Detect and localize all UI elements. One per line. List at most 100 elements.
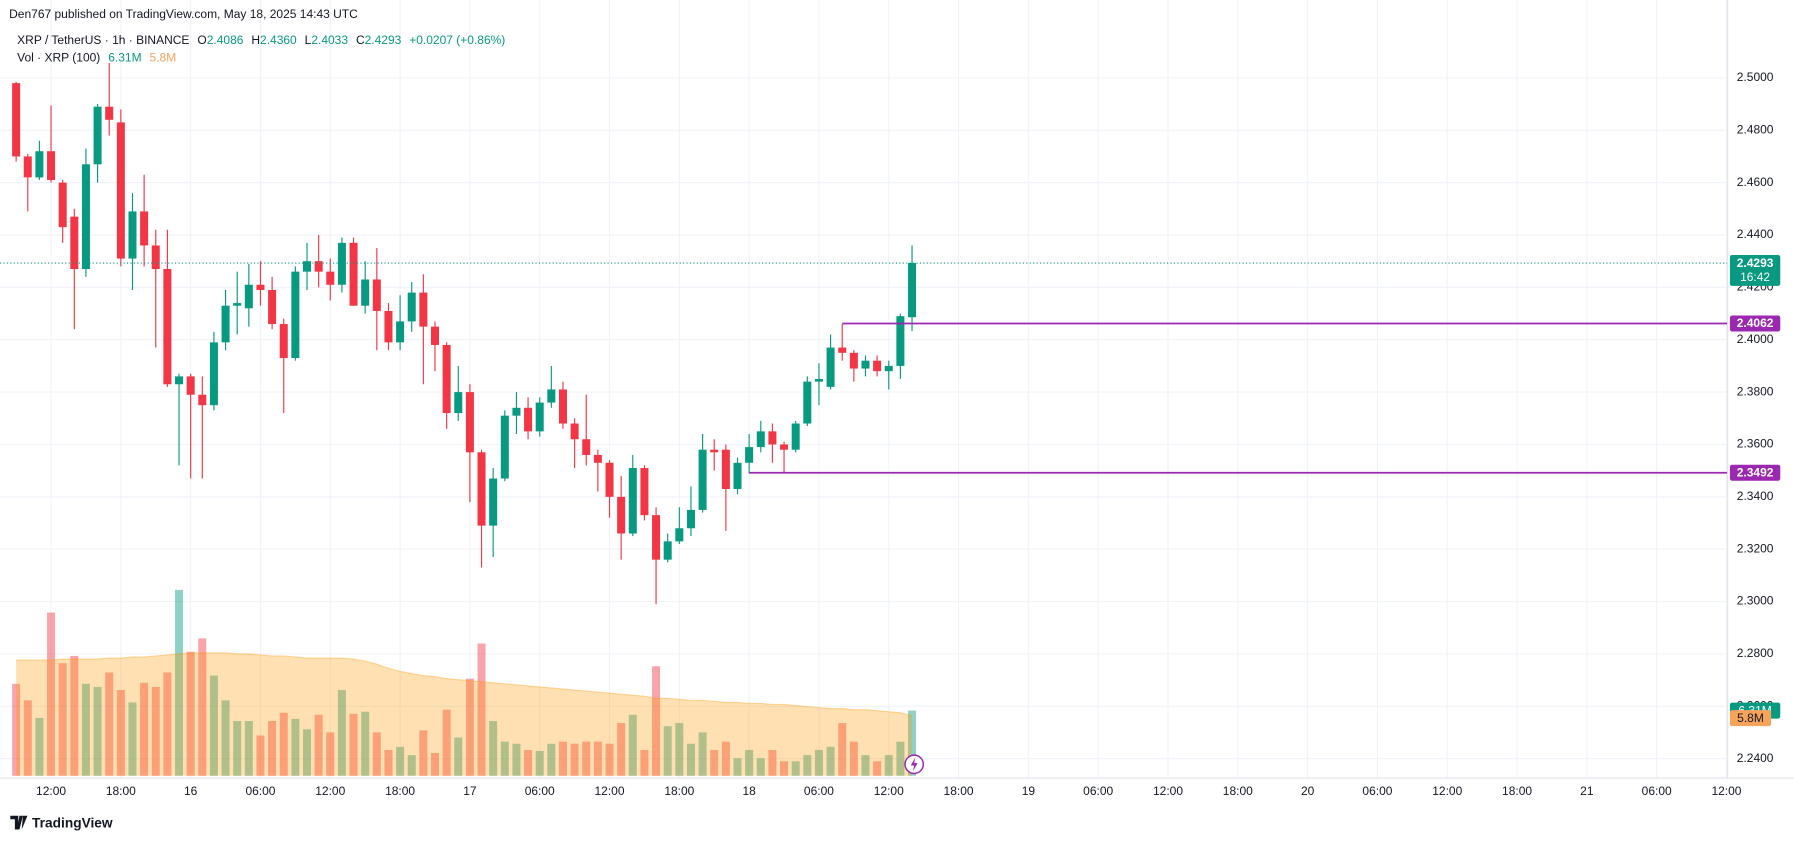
- last-price-box: [1729, 255, 1781, 286]
- volume-bar: [35, 717, 44, 776]
- volume-bar: [93, 686, 102, 776]
- volume-ma-label-box: [1729, 710, 1772, 727]
- volume-bar: [81, 683, 90, 776]
- ohlc-value: 2.4293: [365, 33, 402, 47]
- candle-body: [675, 528, 684, 542]
- candle-body: [12, 83, 21, 157]
- volume-bar: [175, 589, 184, 776]
- y-tick-label: 2.4600: [1737, 175, 1774, 189]
- volume-bar: [337, 690, 346, 776]
- candle-body: [512, 407, 521, 416]
- volume-bar: [605, 743, 614, 776]
- axes: 12:00 18:00 16 06:00 12:00 18:00 17 06:00 12:00 1…: [36, 70, 1774, 798]
- volume-bar: [209, 675, 218, 776]
- ohlc-value: 2.4086: [207, 33, 244, 47]
- y-tick-label: 2.3000: [1737, 594, 1774, 608]
- x-tick-label: 06:00: [1642, 784, 1672, 798]
- x-tick-label: 06:00: [804, 784, 834, 798]
- x-tick-label: 18:00: [664, 784, 694, 798]
- x-tick-label: 12:00: [315, 784, 345, 798]
- lightning-glyph: [910, 757, 918, 772]
- x-tick-label: 18: [742, 784, 756, 798]
- volume-bar: [558, 741, 567, 776]
- volume-bar: [803, 755, 812, 776]
- x-tick-label: 16: [184, 784, 198, 798]
- volume-bar: [268, 721, 277, 776]
- volume-bar: [326, 732, 335, 776]
- volume-bar: [593, 741, 602, 776]
- ohlc-label: C: [356, 33, 365, 47]
- volume-bar: [70, 655, 79, 776]
- candle-body: [489, 478, 498, 526]
- candle-body: [442, 344, 451, 414]
- candle-body: [663, 541, 672, 560]
- x-tick-label: 20: [1301, 784, 1315, 798]
- volume-bar: [756, 758, 765, 776]
- ohlc-label: O: [197, 33, 206, 47]
- candle-body: [221, 305, 230, 343]
- symbol: XRP / TetherUS · 1h · BINANCE: [17, 33, 189, 47]
- volume-bar: [617, 723, 626, 776]
- candle-body: [256, 284, 265, 290]
- brand: TradingView: [10, 815, 113, 830]
- candle-body: [35, 151, 44, 178]
- volume-bar: [582, 741, 591, 776]
- y-tick-label: 2.3200: [1737, 541, 1774, 555]
- x-tick-label: 18:00: [1223, 784, 1253, 798]
- candle-body: [710, 449, 719, 453]
- candle-body: [733, 462, 742, 489]
- volume-bar: [151, 686, 160, 776]
- volume-bar: [396, 746, 405, 776]
- ohlc-label: H: [251, 33, 260, 47]
- legend-ohlc: XRP / TetherUS · 1h · BINANCE O2.4086 H 2…: [17, 33, 505, 47]
- y-tick-label: 2.2800: [1737, 646, 1774, 660]
- candle-body: [524, 407, 533, 432]
- x-tick-label: 12:00: [1432, 784, 1462, 798]
- candle-body: [628, 468, 637, 534]
- candle-body: [279, 324, 288, 359]
- volume-bar: [733, 758, 742, 776]
- volume-bar: [838, 723, 847, 776]
- last-price-label: 2.4293: [1737, 256, 1774, 270]
- volume-bar: [430, 753, 439, 776]
- volume-bar: [826, 746, 835, 776]
- candle-body: [477, 452, 486, 526]
- volume-bar: [849, 741, 858, 776]
- candle-body: [163, 269, 172, 385]
- volume-bar: [454, 737, 463, 776]
- candle-body: [244, 284, 253, 309]
- volume-bar: [675, 723, 684, 776]
- candle-body: [849, 352, 858, 369]
- volume-bar: [908, 710, 917, 776]
- candle-body: [337, 242, 346, 285]
- volume-bar: [698, 732, 707, 776]
- x-tick-label: 06:00: [245, 784, 275, 798]
- change: +0.0207 (+0.86%): [409, 33, 505, 47]
- replay-icon[interactable]: [904, 754, 925, 775]
- candle-body: [884, 365, 893, 372]
- ohlc-value: 2.4033: [311, 33, 348, 47]
- volume-ma-area: [16, 652, 913, 776]
- volume-bar: [186, 651, 195, 776]
- candle-body: [838, 347, 847, 353]
- volume-bar: [686, 743, 695, 776]
- volume-bar: [884, 755, 893, 776]
- candle-body: [861, 360, 870, 369]
- level-label: 2.4062: [1737, 316, 1774, 330]
- volume-bar: [791, 761, 800, 776]
- candle-body: [698, 449, 707, 510]
- candle-body: [826, 347, 835, 387]
- volume-bar: [745, 749, 754, 776]
- candle-body: [47, 151, 56, 181]
- volume-ma-axis-label: 5.8M: [1737, 711, 1764, 725]
- volume-bar: [547, 743, 556, 776]
- candle-body: [140, 211, 149, 246]
- y-tick-label: 2.4400: [1737, 227, 1774, 241]
- volume-bar: [419, 730, 428, 776]
- volume-bar: [349, 713, 358, 776]
- volume-bar: [233, 721, 242, 776]
- volume-bar: [721, 741, 730, 776]
- ohlc-label: L: [305, 33, 312, 47]
- volume-bar: [198, 638, 207, 776]
